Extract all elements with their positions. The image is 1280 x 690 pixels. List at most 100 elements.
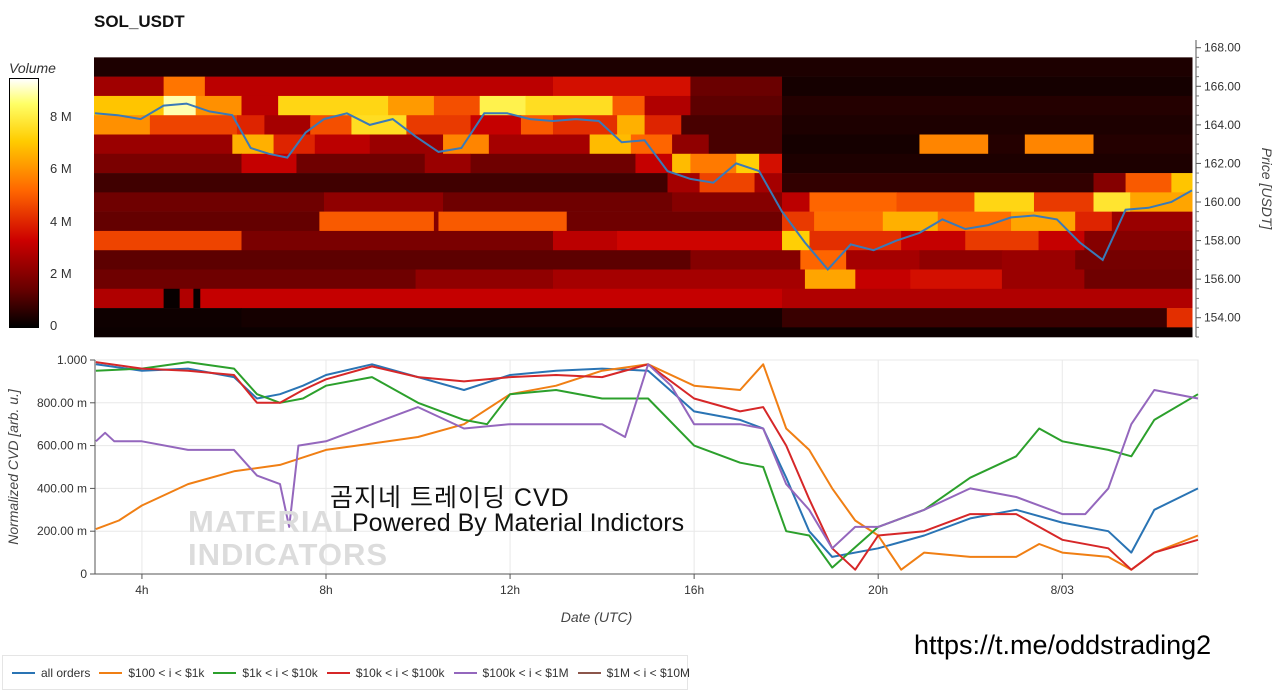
heatmap-cell [94, 250, 691, 270]
heatmap-cell [433, 95, 481, 116]
heatmap-cell [672, 153, 691, 174]
cvd-xtick-label: 8h [319, 583, 332, 597]
cvd-xtick-label: 16h [684, 583, 704, 597]
heatmap-cell [552, 230, 618, 251]
heatmap-cell [809, 230, 902, 251]
heatmap-cell [965, 230, 1040, 251]
heatmap-cell [369, 134, 444, 155]
chart-title: SOL_USDT [94, 12, 185, 31]
legend-swatch [326, 671, 350, 674]
heatmap-cell [296, 153, 426, 174]
heatmap-cell [690, 76, 783, 97]
heatmap-cell [1166, 308, 1193, 328]
heatmap-cell [988, 134, 1026, 155]
heatmap-cell [552, 76, 691, 97]
heatmap-cell [94, 76, 165, 97]
heatmap-cell [323, 192, 444, 212]
colorbar-tick: 8 M [50, 109, 72, 125]
legend-item[interactable]: $10k < i < $100k [326, 665, 445, 680]
heatmap-cell [1111, 211, 1193, 232]
cvd-ytick-label: 0 [80, 567, 87, 581]
heatmap-cell [94, 153, 242, 174]
heatmap-cell [690, 153, 737, 174]
heatmap-cell [470, 153, 636, 174]
heatmap-cell [470, 115, 522, 135]
heatmap-cell [438, 211, 568, 232]
heatmap-chart[interactable]: 154.00 156.00 158.00 160.00 162.00 164.00 166.… [0, 0, 1280, 345]
heatmap-cell [94, 95, 165, 116]
heatmap-cell [319, 211, 435, 232]
heatmap-cell [94, 211, 320, 232]
heatmap-cell [388, 95, 435, 116]
heatmap-cell [1033, 192, 1095, 212]
heatmap-cell [937, 211, 1012, 232]
heatmap-cell [708, 134, 783, 155]
heatmap-cell [443, 134, 490, 155]
legend-label: $100 < i < $1k [128, 665, 205, 680]
heatmap-cell [1001, 269, 1085, 290]
heatmap-cell [488, 134, 591, 155]
telegram-url[interactable]: https://t.me/oddstrading2 [914, 630, 1212, 660]
volume-colorbar [9, 78, 39, 328]
heatmap-cell [644, 115, 682, 135]
overlay-text-line2: Powered By Material Indictors [352, 509, 685, 537]
heatmap-cell [443, 192, 673, 212]
heatmap-cell [406, 115, 472, 135]
cvd-line-chart[interactable]: 0 200.00 m 400.00 m 600.00 m 800.00 m 1.000 4h… [0, 345, 1280, 635]
heatmap-cells [94, 57, 1193, 338]
heatmap-cell [855, 269, 911, 290]
legend-item[interactable]: $1M < i < $10M [577, 665, 690, 680]
heatmap-cell [782, 288, 1193, 309]
heatmap-cell [193, 288, 201, 309]
heatmap-cell [94, 230, 242, 251]
colorbar-label: Volume [9, 60, 56, 76]
legend-item[interactable]: all orders [12, 666, 90, 680]
cvd-ytick-label: 400.00 m [37, 481, 87, 495]
price-tick-label: 162.00 [1204, 156, 1241, 170]
cvd-ytick-label: 600.00 m [37, 439, 87, 453]
material-indicators-logo: MATERIAL INDICATORS [188, 504, 389, 572]
heatmap-cell [94, 134, 233, 155]
heatmap-cell [804, 269, 856, 290]
legend-label: $1M < i < $10M [606, 665, 690, 680]
heatmap-cell [782, 211, 815, 232]
heatmap-cell [479, 95, 527, 116]
cvd-series-line-0 [95, 363, 1199, 558]
heatmap-cell [782, 153, 1193, 174]
price-tick-label: 160.00 [1204, 195, 1241, 209]
heatmap-cell [94, 288, 165, 309]
legend-item[interactable]: $1k < i < $10k [213, 665, 318, 680]
heatmap-cell [635, 153, 673, 174]
heatmap-cell [351, 115, 407, 135]
heatmap-cell [672, 134, 710, 155]
heatmap-cell [200, 288, 783, 309]
heatmap-cell [617, 115, 646, 135]
heatmap-cell [236, 115, 265, 135]
heatmap-cell [672, 192, 783, 212]
overlay-text-line1: 곰지네 트레이딩 CVD [330, 484, 570, 512]
heatmap-cell [782, 173, 1095, 193]
price-tick-label: 156.00 [1204, 272, 1241, 286]
heatmap-cell [1024, 134, 1095, 155]
legend-label: $10k < i < $100k [355, 665, 445, 680]
heatmap-cell [846, 250, 920, 270]
legend-swatch [99, 671, 123, 674]
heatmap-cell [94, 269, 417, 290]
heatmap-cell [525, 95, 614, 116]
heatmap-cell [814, 211, 884, 232]
heatmap-cell [782, 192, 811, 212]
heatmap-cell [630, 134, 673, 155]
cvd-ytick-label: 1.000 [57, 353, 87, 367]
heatmap-cell [759, 153, 783, 174]
heatmap-cell [566, 211, 783, 232]
heatmap-cell [754, 173, 783, 193]
heatmap-cell [1001, 250, 1076, 270]
heatmap-cell [94, 327, 1193, 338]
heatmap-cell [552, 269, 806, 290]
legend-item[interactable]: $100 < i < $1k [99, 666, 204, 680]
legend-item[interactable]: $100k < i < $1M [453, 666, 569, 680]
cvd-xtick-label: 12h [500, 583, 520, 597]
legend-label: $1k < i < $10k [242, 665, 318, 680]
colorbar-tick: 4 M [50, 213, 72, 229]
heatmap-cell [782, 230, 811, 251]
